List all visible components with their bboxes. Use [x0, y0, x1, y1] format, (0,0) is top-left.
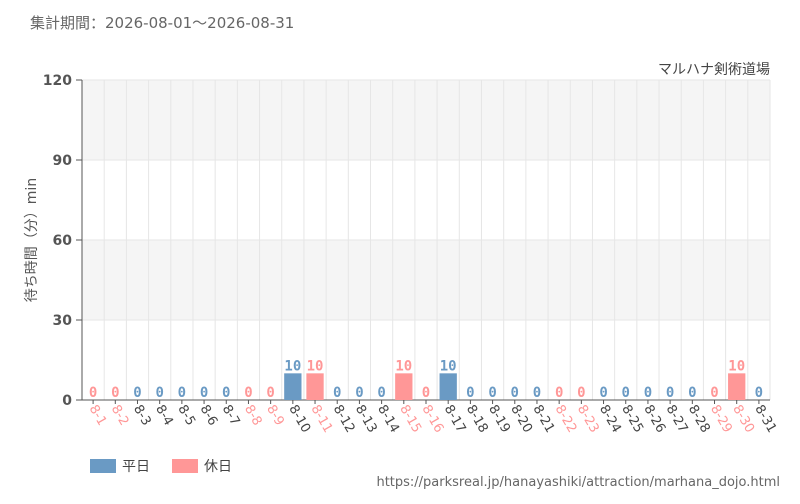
legend-item-weekday: 平日 — [90, 456, 150, 476]
bar — [306, 373, 324, 400]
y-tick-label: 0 — [62, 393, 72, 409]
x-tick-label: 8-21 — [530, 403, 558, 436]
y-tick-label: 120 — [43, 73, 72, 89]
x-tick-label: 8-28 — [685, 403, 713, 436]
data-label: 10 — [284, 358, 301, 374]
legend: 平日 休日 — [90, 456, 232, 476]
y-tick-label: 30 — [53, 313, 73, 329]
data-label: 0 — [666, 385, 674, 401]
data-label: 0 — [377, 385, 385, 401]
y-tick-label: 90 — [53, 153, 73, 169]
y-axis-label: 待ち時間（分）min — [24, 178, 40, 302]
legend-swatch-weekday — [90, 459, 116, 473]
data-label: 0 — [333, 385, 341, 401]
bar — [284, 373, 302, 400]
x-tick-label: 8-22 — [552, 403, 580, 436]
data-label: 0 — [355, 385, 363, 401]
x-tick-label: 8-25 — [618, 403, 646, 436]
data-label: 0 — [622, 385, 630, 401]
data-label: 0 — [89, 385, 97, 401]
data-label: 0 — [710, 385, 718, 401]
x-tick-label: 8-8 — [241, 403, 265, 429]
legend-label-holiday: 休日 — [204, 459, 232, 475]
x-tick-label: 8-26 — [640, 403, 668, 436]
legend-label-weekday: 平日 — [122, 459, 150, 475]
data-label: 0 — [466, 385, 474, 401]
data-label: 0 — [488, 385, 496, 401]
data-label: 10 — [307, 358, 324, 374]
x-tick-label: 8-29 — [707, 403, 735, 436]
data-label: 10 — [395, 358, 412, 374]
data-label: 0 — [266, 385, 274, 401]
data-label: 0 — [200, 385, 208, 401]
x-tick-label: 8-20 — [507, 403, 535, 436]
x-tick-label: 8-16 — [419, 403, 447, 436]
data-label: 0 — [688, 385, 696, 401]
x-tick-label: 8-30 — [729, 403, 757, 436]
x-tick-label: 8-18 — [463, 403, 491, 436]
period-label: 集計期間：2026-08-01～2026-08-31 — [30, 14, 295, 32]
legend-item-holiday: 休日 — [172, 456, 232, 476]
x-tick-label: 8-15 — [396, 403, 424, 436]
data-label: 0 — [244, 385, 252, 401]
chart-title: マルハナ剣術道場 — [658, 62, 770, 78]
x-tick-label: 8-19 — [485, 403, 513, 436]
x-tick-label: 8-23 — [574, 403, 602, 436]
data-label: 0 — [511, 385, 519, 401]
x-tick-label: 8-6 — [197, 403, 221, 429]
data-label: 0 — [422, 385, 430, 401]
data-label: 0 — [577, 385, 585, 401]
x-tick-label: 8-1 — [86, 403, 110, 429]
source-url: https://parksreal.jp/hanayashiki/attract… — [376, 475, 780, 490]
bar — [395, 373, 413, 400]
data-label: 0 — [111, 385, 119, 401]
x-tick-label: 8-5 — [174, 403, 198, 429]
data-label: 10 — [440, 358, 457, 374]
x-tick-label: 8-2 — [108, 403, 132, 429]
grid-band — [82, 240, 770, 320]
x-tick-label: 8-10 — [285, 403, 313, 436]
legend-swatch-holiday — [172, 459, 198, 473]
x-tick-label: 8-12 — [330, 403, 358, 436]
grid-band — [82, 80, 770, 160]
data-label: 0 — [533, 385, 541, 401]
x-tick-label: 8-7 — [219, 403, 243, 429]
data-label: 0 — [133, 385, 141, 401]
x-tick-label: 8-13 — [352, 403, 380, 436]
data-label: 0 — [644, 385, 652, 401]
x-tick-label: 8-27 — [663, 403, 691, 436]
x-tick-label: 8-4 — [152, 403, 176, 429]
x-tick-label: 8-31 — [751, 403, 779, 436]
x-tick-label: 8-9 — [263, 403, 287, 429]
x-tick-label: 8-17 — [441, 403, 469, 436]
data-label: 10 — [728, 358, 745, 374]
data-label: 0 — [222, 385, 230, 401]
bar — [728, 373, 746, 400]
data-label: 0 — [755, 385, 763, 401]
data-label: 0 — [599, 385, 607, 401]
x-tick-label: 8-14 — [374, 403, 402, 436]
x-tick-label: 8-3 — [130, 403, 154, 429]
data-label: 0 — [555, 385, 563, 401]
data-label: 0 — [178, 385, 186, 401]
bar — [439, 373, 457, 400]
data-label: 0 — [155, 385, 163, 401]
x-tick-label: 8-24 — [596, 403, 624, 436]
y-tick-label: 60 — [53, 233, 73, 249]
x-tick-label: 8-11 — [308, 403, 336, 436]
